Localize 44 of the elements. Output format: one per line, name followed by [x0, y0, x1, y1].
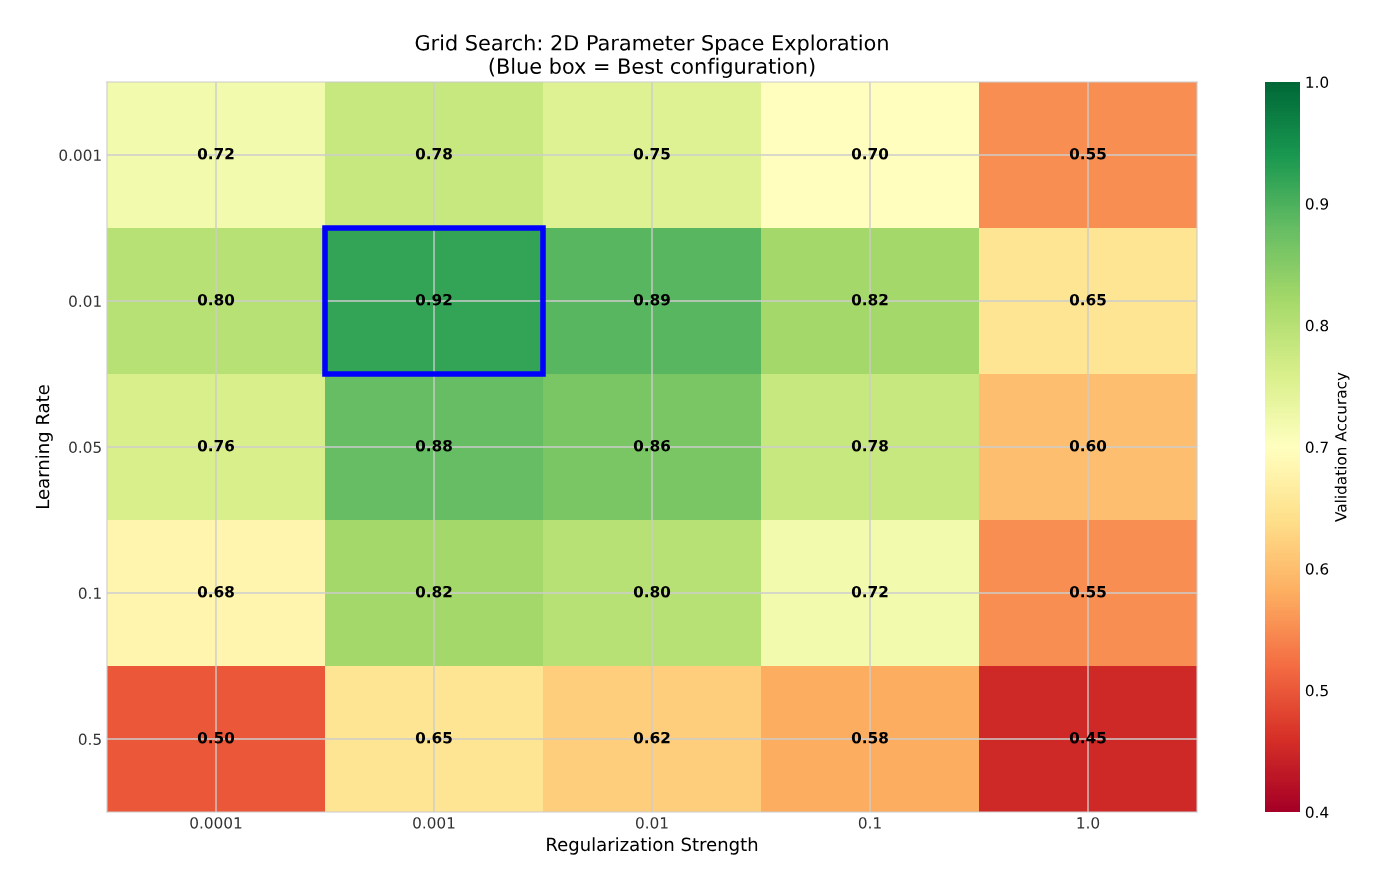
x-tick-label: 0.1 — [858, 817, 881, 829]
y-tick-label: 0.5 — [78, 733, 101, 746]
data-label: 0.80 — [197, 293, 235, 306]
data-label: 0.78 — [851, 439, 888, 452]
color-bar-label: 0.7 — [1305, 441, 1328, 454]
data-label: 0.62 — [633, 731, 670, 744]
y-tick-label: 0.1 — [78, 587, 101, 600]
color-bar-label: 0.4 — [1305, 806, 1329, 819]
data-label: 0.50 — [197, 731, 235, 744]
y-axis-title: Learning Rate — [35, 385, 53, 508]
x-tick-label: 0.0001 — [190, 817, 242, 829]
data-label: 0.78 — [415, 147, 452, 160]
data-label: 0.68 — [197, 585, 234, 598]
data-label: 0.82 — [415, 585, 452, 598]
color-bar-title: Validation Accuracy — [1334, 372, 1350, 522]
y-tick-label: 0.01 — [69, 295, 101, 308]
color-bar-label: 1.0 — [1306, 76, 1329, 89]
data-label: 0.88 — [415, 439, 452, 452]
data-label: 0.75 — [633, 147, 670, 160]
data-label: 0.55 — [1069, 585, 1106, 598]
color-bar-label: 0.5 — [1305, 684, 1328, 697]
color-bar-label: 0.8 — [1305, 319, 1329, 332]
color-bar-label: 0.9 — [1305, 198, 1329, 210]
x-axis-title: Regularization Strength — [547, 837, 758, 855]
data-label: 0.65 — [415, 731, 452, 744]
data-label: 0.58 — [851, 731, 888, 744]
x-tick-label: 0.01 — [636, 817, 668, 829]
color-bar-label: 0.6 — [1305, 563, 1329, 575]
data-label: 0.76 — [197, 439, 235, 452]
data-label: 0.86 — [633, 439, 671, 452]
data-label: 0.82 — [851, 293, 888, 306]
x-tick-label: 1.0 — [1077, 817, 1100, 829]
data-label: 0.60 — [1069, 439, 1107, 452]
chart-title: Grid Search: 2D Parameter Space Exploration (Blue box = Best configuration) — [415, 34, 888, 78]
data-label: 0.89 — [633, 293, 670, 306]
data-label: 0.55 — [1069, 147, 1106, 160]
data-label: 0.72 — [851, 585, 888, 598]
x-tick-label: 0.001 — [413, 817, 455, 829]
y-tick-label: 0.05 — [69, 441, 101, 454]
data-label: 0.65 — [1069, 293, 1106, 306]
y-tick-label: 0.001 — [59, 149, 101, 162]
data-label: 0.70 — [851, 147, 889, 160]
data-label: 0.72 — [197, 147, 234, 160]
data-label: 0.80 — [633, 585, 671, 598]
